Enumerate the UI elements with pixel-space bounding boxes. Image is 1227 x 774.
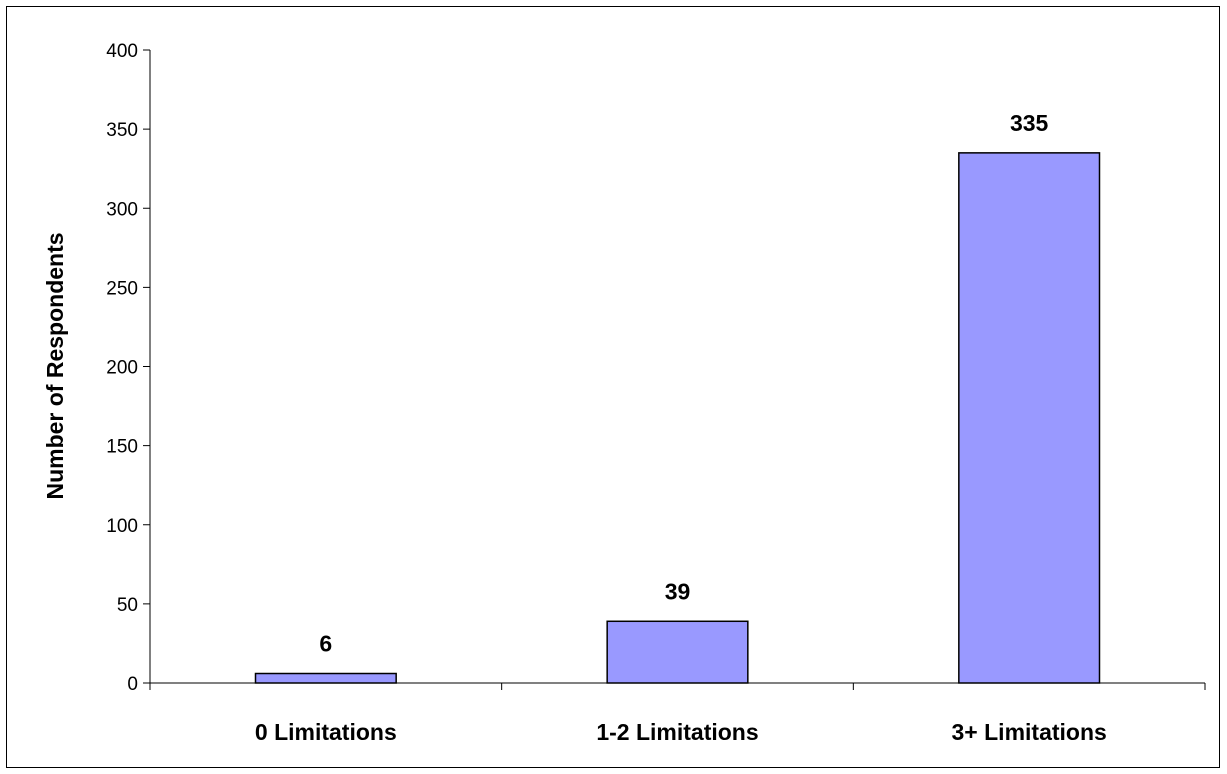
labels: 6 0 Limitations 39 1-2 Limitations 335 3+ Lim…	[255, 110, 1107, 745]
y-tick-label: 0	[127, 674, 138, 695]
data-label: 39	[665, 578, 691, 604]
bar	[254, 672, 397, 684]
bars	[254, 152, 1101, 684]
y-tick-label: 400	[106, 41, 138, 62]
y-tick-label: 250	[106, 278, 138, 299]
data-label: 335	[1010, 110, 1049, 136]
y-tick-label: 200	[106, 358, 138, 379]
y-tick-label: 300	[106, 199, 138, 220]
x-category-label: 3+ Limitations	[952, 719, 1107, 745]
x-category-label: 1-2 Limitations	[596, 719, 758, 745]
y-tick-label: 50	[117, 595, 138, 616]
y-tick-label: 150	[106, 437, 138, 458]
data-label: 6	[319, 631, 332, 657]
bar	[958, 152, 1101, 684]
x-category-label: 0 Limitations	[255, 719, 397, 745]
bar	[606, 620, 749, 684]
y-axis-title: Number of Respondents	[42, 232, 68, 499]
y-tick-label: 350	[106, 120, 138, 141]
y-tick-label: 100	[106, 516, 138, 537]
